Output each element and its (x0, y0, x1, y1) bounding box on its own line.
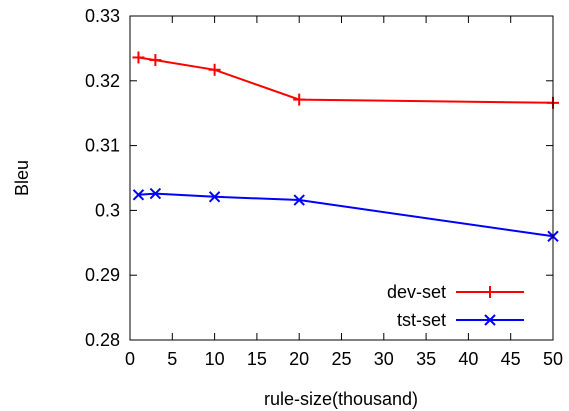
x-tick-label: 10 (205, 349, 225, 369)
data-point-tst-set (149, 187, 162, 200)
data-point-tst-set (293, 194, 305, 206)
x-tick-label: 40 (458, 349, 478, 369)
x-tick-label: 30 (374, 349, 394, 369)
y-tick-label: 0.3 (95, 200, 120, 220)
data-point-dev-set (208, 63, 221, 76)
y-tick-label: 0.33 (85, 6, 120, 26)
legend-label-dev-set: dev-set (387, 282, 446, 302)
series-line-dev-set (138, 56, 554, 104)
series-dev-set (132, 51, 559, 109)
x-tick-label: 20 (289, 349, 309, 369)
series-layer (132, 51, 559, 243)
data-point-tst-set (132, 189, 145, 201)
legend-marker-dev-set (484, 286, 496, 298)
data-point-dev-set (293, 93, 306, 106)
y-tick-label: 0.32 (85, 71, 120, 91)
x-tick-label: 35 (416, 349, 436, 369)
x-tick-label: 25 (331, 349, 351, 369)
x-tick-label: 50 (543, 349, 563, 369)
data-point-dev-set (149, 54, 162, 67)
y-axis-label: Bleu (12, 160, 32, 196)
y-tick-label: 0.31 (85, 136, 120, 156)
series-line-tst-set (138, 192, 554, 238)
data-point-tst-set (208, 191, 221, 203)
labels-layer: Bleu rule-size(thousand) (12, 160, 418, 409)
x-axis-label: rule-size(thousand) (264, 389, 418, 409)
ticks-layer: 0 5 10 15 20 25 30 35 40 45 50 0.28 0.29 0.3 0.31 0.32 0… (85, 6, 563, 369)
plot-frame (129, 15, 554, 341)
legend-label-tst-set: tst-set (397, 310, 446, 330)
series-tst-set (132, 187, 559, 243)
y-tick-label: 0.29 (85, 265, 120, 285)
x-tick-label: 15 (247, 349, 267, 369)
x-tick-label: 0 (125, 349, 135, 369)
legend-marker-tst-set (484, 314, 496, 326)
x-tick-label: 45 (501, 349, 521, 369)
data-point-dev-set (132, 51, 145, 64)
y-tick-label: 0.28 (85, 330, 120, 350)
legend: dev-set tst-set (387, 282, 524, 330)
legend-sample-tst-set (456, 314, 524, 326)
legend-sample-dev-set (456, 286, 524, 298)
x-tick-label: 5 (167, 349, 177, 369)
